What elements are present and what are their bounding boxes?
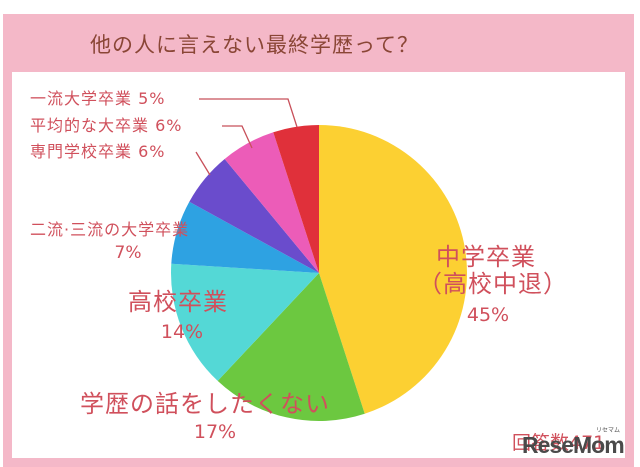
label-chugaku-percent: 45% xyxy=(466,304,510,326)
pie-slice xyxy=(273,125,319,273)
pie-slice xyxy=(189,158,319,273)
label-koukou-percent: 14% xyxy=(160,321,204,343)
label-chugaku-sub: （高校中退） xyxy=(418,270,568,298)
watermark-logo: ReseMom xyxy=(522,432,625,458)
pie-slice xyxy=(224,132,319,273)
pie-slices xyxy=(170,124,468,422)
label-senmon: 専門学校卒業 6% xyxy=(30,142,166,161)
chart-title: 他の人に言えない最終学歴って？ xyxy=(90,33,419,57)
pie-slice xyxy=(217,273,365,422)
pie-slice xyxy=(170,263,319,381)
respondent-count: 回答数471 xyxy=(512,432,606,454)
label-niryu: 二流·三流の大学卒業 xyxy=(30,220,190,239)
leader-line-ichiryu xyxy=(199,98,298,128)
label-heikin: 平均的な大卒業 6% xyxy=(30,116,183,135)
label-hanashi: 学歴の話をしたくない xyxy=(80,390,330,418)
leader-lines xyxy=(195,98,298,176)
leader-line-senmon xyxy=(195,151,211,176)
label-hanashi-percent: 17% xyxy=(193,421,237,443)
leader-line-heikin xyxy=(222,125,253,149)
watermark-kana: リセマム xyxy=(596,427,621,434)
label-koukou: 高校卒業 xyxy=(128,288,228,316)
pie-slice xyxy=(171,201,319,273)
label-chugaku: 中学卒業 xyxy=(436,243,536,271)
label-niryu-percent: 7% xyxy=(114,243,142,263)
label-ichiryu: 一流大学卒業 5% xyxy=(30,89,166,108)
pie-slice xyxy=(319,124,468,414)
